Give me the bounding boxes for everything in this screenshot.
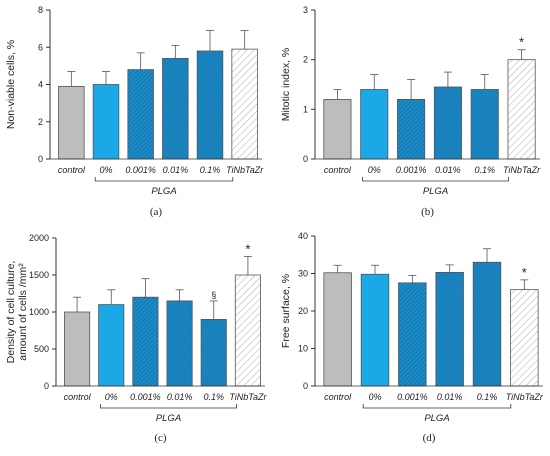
y-tick-label: 0 [303, 381, 308, 391]
x-tick-label: TiNbTaZr [229, 392, 267, 402]
x-tick-label: 0% [105, 392, 118, 402]
group-bracket [94, 177, 234, 182]
x-tick-label: 0.1% [200, 165, 221, 175]
y-tick-label: 4 [38, 80, 43, 90]
y-tick-label: 500 [34, 344, 49, 354]
bar [360, 273, 390, 387]
bar [166, 300, 193, 387]
chart-panel-a: 0 2 4 6 8 Non-viable cells, % control 0% 0.001% 0… [0, 0, 275, 225]
x-tick-label: 0% [99, 165, 112, 175]
y-tick-label: 6 [38, 42, 43, 52]
bar-chart-svg: 0 500 1000 1500 2000 Density of cell culture,… [5, 233, 267, 444]
group-bracket [362, 177, 509, 182]
x-tick-label: 0.001% [130, 392, 161, 402]
x-tick-label: 0.01% [167, 392, 193, 402]
bar [323, 99, 352, 160]
y-tick-label: 0 [44, 381, 49, 391]
x-tick-label: 0.001% [125, 165, 156, 175]
bar [64, 311, 91, 387]
panel-label: (a) [150, 206, 163, 218]
x-tick-label: control [324, 165, 352, 175]
bar [98, 304, 125, 387]
y-axis-title: Mitotic index, % [280, 48, 292, 122]
x-tick-label: 0.1% [477, 392, 498, 402]
y-tick-label: 0 [38, 154, 43, 164]
y-axis-title: Density of cell culture,amount of cells … [5, 261, 29, 364]
y-tick-label: 1000 [29, 307, 49, 317]
y-tick-label: 2000 [29, 233, 49, 243]
bar-chart-svg: 0 2 4 6 8 Non-viable cells, % control 0% 0.001% 0… [5, 5, 264, 218]
y-tick-label: 40 [298, 231, 308, 241]
bar-chart-svg: 0 1 2 3 Mitotic index, % control 0% 0.001% 0.01%… [280, 5, 541, 218]
significance-marker: * [519, 35, 524, 50]
x-tick-label: 0.01% [437, 392, 463, 402]
x-tick-label: 0.1% [474, 165, 495, 175]
x-tick-label: TiNbTaZr [226, 165, 264, 175]
bar [397, 99, 426, 160]
bar [92, 84, 120, 160]
panel-label: (b) [421, 206, 434, 218]
bar [360, 89, 389, 160]
x-tick-label: 0.01% [163, 165, 189, 175]
bar [507, 59, 536, 160]
chart-panel-c: 0 500 1000 1500 2000 Density of cell culture,… [0, 226, 275, 451]
y-axis-title: Free surface, % [280, 274, 292, 348]
x-tick-label: 0.001% [397, 392, 428, 402]
y-tick-label: 0 [303, 154, 308, 164]
group-label: PLGA [156, 413, 181, 424]
bar [196, 50, 224, 160]
bar [231, 48, 258, 160]
group-label: PLGA [423, 186, 448, 197]
x-tick-label: TiNbTaZr [506, 392, 544, 402]
y-tick-label: 3 [303, 5, 308, 15]
bar-chart-svg: 0 10 20 30 40 Free surface, % control 0% 0.001% 0… [280, 231, 544, 444]
x-tick-label: control [64, 392, 92, 402]
group-label: PLGA [424, 413, 449, 424]
chart-panel-d: 0 10 20 30 40 Free surface, % control 0% 0.001% 0… [275, 226, 550, 451]
x-tick-label: control [58, 165, 86, 175]
y-axis-title: Non-viable cells, % [5, 40, 17, 129]
y-tick-label: 8 [38, 5, 43, 15]
panel-label: (c) [154, 432, 167, 444]
bar [162, 58, 189, 160]
group-bracket [100, 404, 237, 409]
panel-label: (d) [423, 432, 436, 444]
bar [234, 274, 261, 387]
chart-panel-b: 0 1 2 3 Mitotic index, % control 0% 0.001% 0.01%… [275, 0, 550, 225]
significance-marker: * [522, 265, 527, 280]
x-tick-label: 0.001% [396, 165, 427, 175]
bar [58, 85, 85, 160]
y-tick-label: 10 [298, 344, 308, 354]
bar [435, 271, 464, 387]
x-tick-label: 0.01% [435, 165, 461, 175]
y-tick-label: 2 [303, 55, 308, 65]
bar [433, 86, 462, 160]
x-tick-label: 0.1% [203, 392, 224, 402]
bar [472, 261, 502, 387]
x-tick-label: TiNbTaZr [503, 165, 541, 175]
x-tick-label: 0% [368, 392, 381, 402]
significance-marker: * [245, 242, 250, 257]
bar [200, 319, 227, 387]
bar [323, 272, 352, 387]
y-tick-label: 1500 [29, 270, 49, 280]
bar [510, 289, 539, 387]
group-label: PLGA [151, 186, 176, 197]
y-tick-label: 20 [298, 306, 308, 316]
bar [398, 282, 427, 387]
x-tick-label: 0% [368, 165, 381, 175]
bar [127, 69, 154, 160]
x-tick-label: control [324, 392, 352, 402]
bar [470, 89, 499, 160]
significance-marker: § [211, 290, 216, 300]
y-tick-label: 2 [38, 117, 43, 127]
group-bracket [362, 404, 512, 409]
bar [132, 296, 159, 387]
y-tick-label: 1 [303, 104, 308, 114]
y-tick-label: 30 [298, 269, 308, 279]
